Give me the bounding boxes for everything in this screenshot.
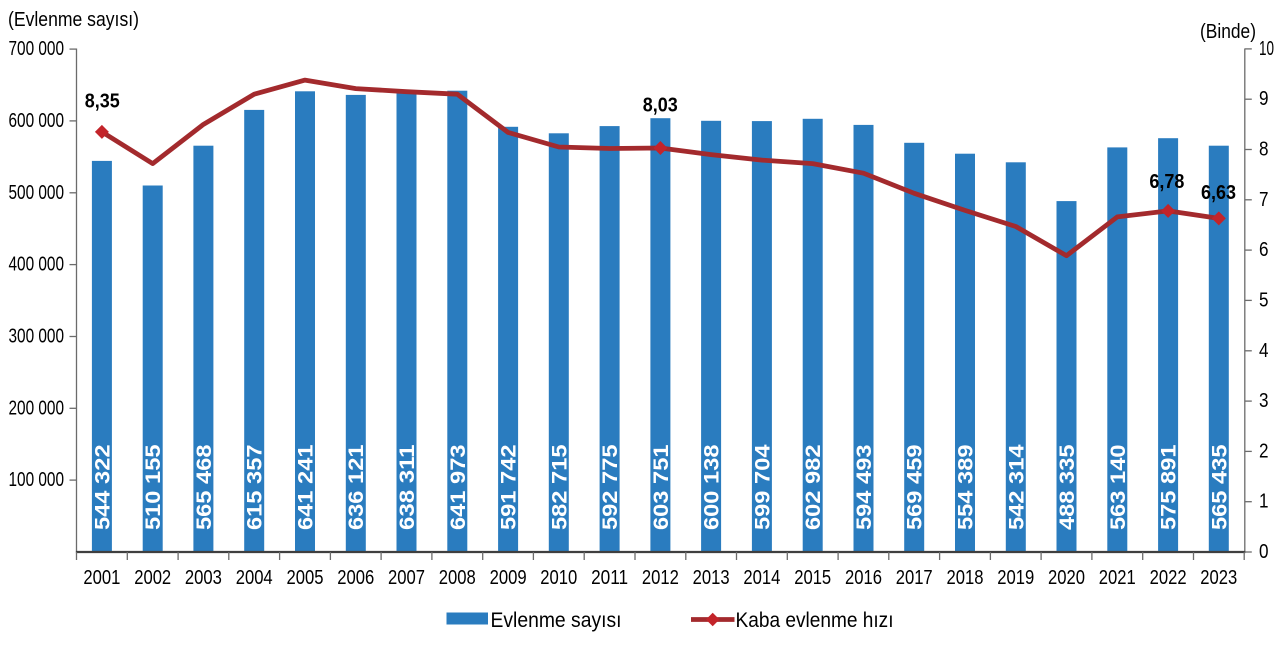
- svg-text:1: 1: [1259, 491, 1269, 513]
- svg-text:563 140: 563 140: [1106, 444, 1130, 530]
- svg-text:2014: 2014: [743, 566, 780, 589]
- svg-text:615 357: 615 357: [243, 444, 267, 530]
- svg-text:575 891: 575 891: [1157, 444, 1181, 530]
- svg-text:700 000: 700 000: [9, 38, 64, 60]
- svg-text:2007: 2007: [388, 566, 425, 589]
- svg-text:638 311: 638 311: [395, 444, 419, 530]
- svg-text:510 155: 510 155: [141, 444, 165, 530]
- svg-text:2004: 2004: [236, 566, 273, 589]
- svg-text:599 704: 599 704: [750, 444, 774, 530]
- svg-text:565 468: 565 468: [192, 444, 216, 530]
- svg-text:200 000: 200 000: [9, 397, 64, 419]
- svg-text:603 751: 603 751: [649, 444, 673, 530]
- svg-text:2015: 2015: [794, 566, 831, 589]
- svg-text:2010: 2010: [540, 566, 577, 589]
- svg-text:5: 5: [1259, 289, 1269, 311]
- svg-text:8: 8: [1259, 139, 1269, 161]
- svg-text:2016: 2016: [845, 566, 882, 589]
- svg-text:300 000: 300 000: [9, 326, 64, 348]
- svg-text:Evlenme sayısı: Evlenme sayısı: [491, 609, 622, 632]
- svg-text:2021: 2021: [1099, 566, 1136, 589]
- svg-text:400 000: 400 000: [9, 254, 64, 276]
- svg-text:7: 7: [1259, 189, 1269, 211]
- svg-text:542 314: 542 314: [1004, 444, 1028, 530]
- svg-text:500 000: 500 000: [9, 182, 64, 204]
- svg-text:(Binde): (Binde): [1200, 21, 1256, 43]
- svg-text:2009: 2009: [490, 566, 527, 589]
- svg-text:2003: 2003: [185, 566, 222, 589]
- svg-text:2020: 2020: [1048, 566, 1085, 589]
- svg-text:641 973: 641 973: [446, 444, 470, 530]
- svg-text:641 241: 641 241: [294, 444, 318, 530]
- svg-text:9: 9: [1259, 88, 1269, 110]
- svg-text:6: 6: [1259, 239, 1269, 261]
- svg-text:554 389: 554 389: [954, 444, 978, 530]
- svg-text:600 000: 600 000: [9, 110, 64, 132]
- svg-text:2017: 2017: [896, 566, 933, 589]
- svg-text:2: 2: [1259, 440, 1269, 462]
- svg-text:565 435: 565 435: [1207, 444, 1231, 530]
- svg-text:4: 4: [1259, 340, 1269, 362]
- svg-text:3: 3: [1259, 390, 1269, 412]
- svg-text:594 493: 594 493: [852, 444, 876, 530]
- svg-text:591 742: 591 742: [497, 444, 521, 530]
- svg-text:2005: 2005: [287, 566, 324, 589]
- svg-text:2023: 2023: [1200, 566, 1237, 589]
- svg-text:2013: 2013: [693, 566, 730, 589]
- svg-text:100 000: 100 000: [9, 469, 64, 491]
- svg-text:2022: 2022: [1150, 566, 1187, 589]
- svg-text:6,78: 6,78: [1149, 171, 1184, 193]
- svg-text:602 982: 602 982: [801, 444, 825, 530]
- svg-text:2018: 2018: [947, 566, 984, 589]
- svg-text:582 715: 582 715: [547, 444, 571, 530]
- svg-text:2001: 2001: [83, 566, 120, 589]
- svg-text:2019: 2019: [997, 566, 1034, 589]
- svg-text:2012: 2012: [642, 566, 679, 589]
- svg-text:8,03: 8,03: [643, 95, 678, 117]
- svg-text:2011: 2011: [591, 566, 628, 589]
- svg-text:600 138: 600 138: [700, 444, 724, 530]
- svg-text:544 322: 544 322: [90, 444, 114, 530]
- svg-text:8,35: 8,35: [85, 90, 120, 112]
- svg-text:2002: 2002: [134, 566, 171, 589]
- svg-text:10: 10: [1259, 38, 1274, 60]
- svg-text:2008: 2008: [439, 566, 476, 589]
- svg-text:2006: 2006: [337, 566, 374, 589]
- svg-text:6,63: 6,63: [1201, 182, 1236, 204]
- svg-text:488 335: 488 335: [1055, 444, 1079, 530]
- svg-text:569 459: 569 459: [903, 444, 927, 530]
- svg-text:636 121: 636 121: [344, 444, 368, 530]
- svg-text:Kaba evlenme hızı: Kaba evlenme hızı: [736, 609, 894, 632]
- svg-text:0: 0: [1259, 541, 1269, 563]
- svg-text:(Evlenme sayısı): (Evlenme sayısı): [8, 9, 139, 31]
- svg-text:592 775: 592 775: [598, 444, 622, 530]
